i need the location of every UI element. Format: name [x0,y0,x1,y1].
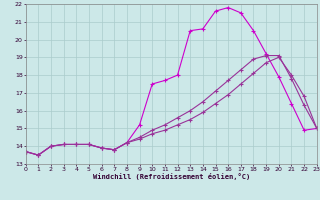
X-axis label: Windchill (Refroidissement éolien,°C): Windchill (Refroidissement éolien,°C) [92,173,250,180]
